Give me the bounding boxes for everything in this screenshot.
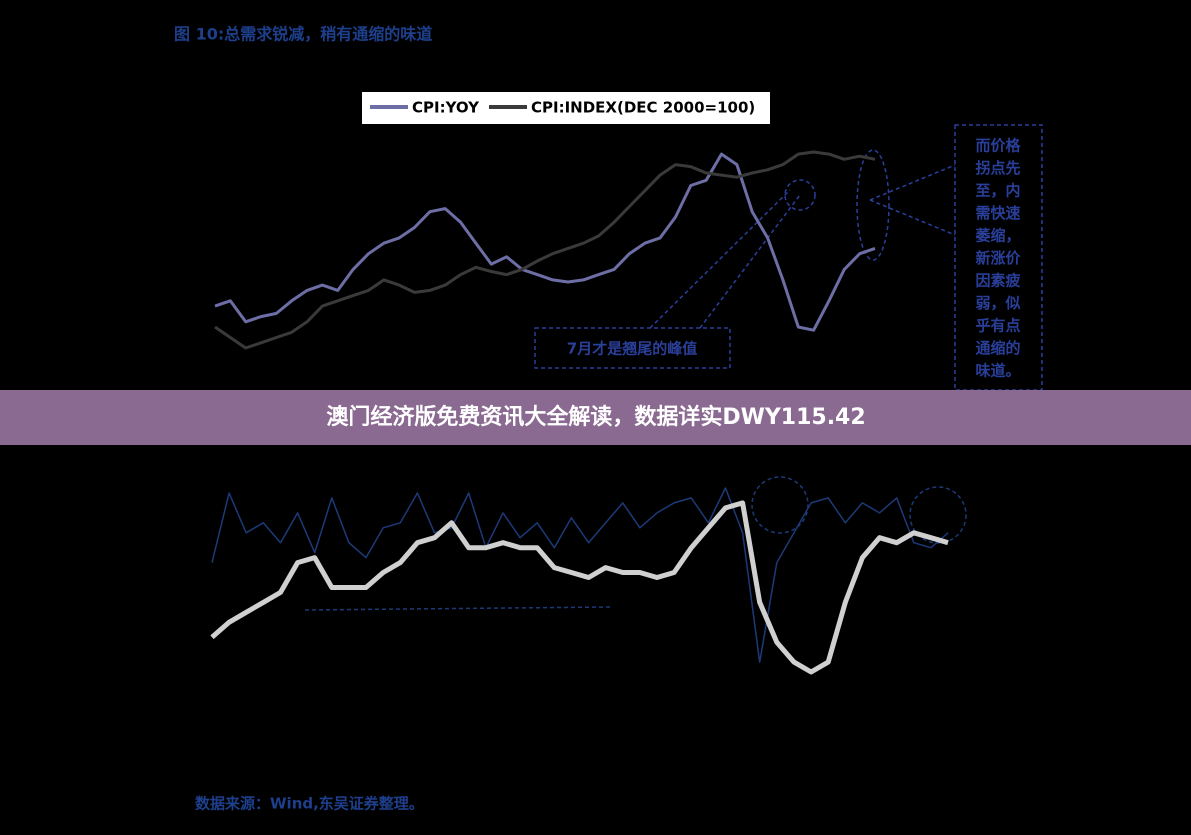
figure-title: 图 10:总需求锐减，稍有通缩的味道	[174, 25, 432, 44]
callout-line	[869, 164, 956, 201]
note-line: 新涨价	[975, 249, 1021, 267]
note-line: 弱，似	[975, 294, 1020, 312]
note-line: 味道。	[975, 362, 1020, 380]
plots	[210, 150, 949, 675]
legend-box	[362, 92, 770, 124]
note-line: 至，内	[975, 182, 1020, 200]
note-line: 通缩的	[975, 339, 1020, 357]
callout-circle	[909, 486, 967, 544]
guide-line	[304, 606, 611, 611]
legend-label: CPI:INDEX(DEC 2000=100)	[531, 99, 755, 117]
callout-line	[869, 199, 956, 236]
callout-circle	[856, 149, 890, 261]
series-line	[210, 500, 949, 675]
peak-label: 7月才是翘尾的峰值	[567, 340, 697, 358]
source-note: 数据来源：Wind,东吴证券整理。	[195, 795, 424, 813]
callout-circle	[784, 179, 816, 211]
note-line: 萎缩，	[974, 227, 1020, 245]
note-line: 需快速	[975, 204, 1020, 222]
note-line: 因素疲	[975, 272, 1020, 290]
note-line: 乎有点	[975, 317, 1020, 335]
peak-box	[534, 327, 731, 369]
callout-line	[649, 189, 791, 329]
note-line: 而价格	[975, 137, 1021, 155]
legend-label: CPI:YOY	[412, 99, 480, 117]
series-line	[211, 487, 949, 663]
banner	[0, 390, 1191, 445]
series-line	[214, 152, 876, 332]
banner-text: 澳门经济版免费资讯大全解读，数据详实DWY115.42	[326, 404, 865, 430]
note-line: 拐点先	[975, 159, 1020, 177]
callout-circle	[751, 476, 809, 534]
series-line	[214, 150, 876, 350]
